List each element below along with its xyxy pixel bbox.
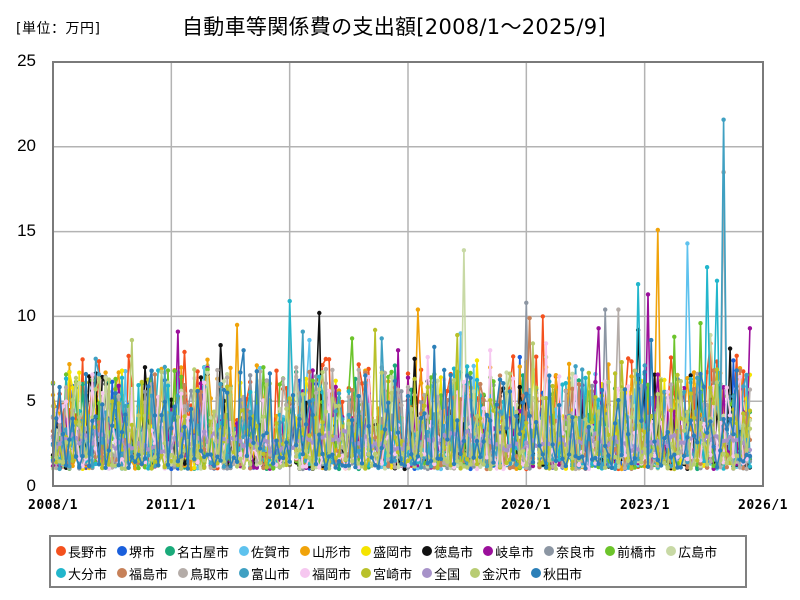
legend-label: 全国 [434,567,461,583]
legend-marker-icon [531,568,542,578]
legend-item: 大分市 [56,564,107,583]
legend-row-2: 大分市 福島市 鳥取市 富山市 福岡市 宮崎市 全国 金沢市 秋田市 [56,563,592,583]
legend-item: 岐阜市 [483,542,534,561]
legend-marker-icon [300,568,311,578]
legend-label: 長野市 [68,545,108,561]
legend-marker-icon [666,546,677,556]
y-tick-label: 15 [17,221,36,240]
x-tick-label: 2017/1 [383,498,433,513]
legend-marker-icon [165,546,176,556]
legend-label: 広島市 [678,545,718,561]
legend-item: 金沢市 [470,564,521,583]
chart-title: 自動車等関係費の支出額[2008/1～2025/9] [182,15,606,39]
x-tick-label: 2023/1 [620,498,670,513]
legend-label: 奈良市 [556,545,596,561]
legend-label: 大分市 [68,567,108,583]
legend-marker-icon [117,546,128,556]
legend-marker-icon [605,546,616,556]
legend: 長野市 堺市 名古屋市 佐賀市 山形市 盛岡市 徳島市 岐阜市 奈良市 前橋市 広島市 大分市 福島市… [49,535,747,588]
y-tick-label: 10 [17,306,36,325]
legend-label: 宮崎市 [373,567,413,583]
y-tick-label: 20 [17,136,36,155]
legend-marker-icon [56,546,66,556]
legend-marker-icon [300,546,311,556]
y-tick-label: 0 [26,476,36,495]
legend-label: 金沢市 [482,567,522,583]
legend-marker-icon [483,546,494,556]
legend-marker-icon [422,568,433,578]
legend-label: 佐賀市 [251,545,291,561]
legend-marker-icon [117,568,128,578]
legend-item: 秋田市 [531,564,582,583]
y-tick-label: 5 [26,391,36,410]
legend-label: 名古屋市 [177,545,230,561]
legend-label: 徳島市 [434,545,474,561]
data-series [50,117,753,472]
legend-item: 堺市 [117,542,155,561]
legend-label: 盛岡市 [373,545,413,561]
legend-marker-icon [361,546,372,556]
legend-item: 前橋市 [605,542,656,561]
legend-label: 秋田市 [543,567,583,583]
legend-item: 徳島市 [422,542,473,561]
legend-item: 鳥取市 [178,564,229,583]
x-tick-label: 2020/1 [501,498,551,513]
legend-marker-icon [239,568,250,578]
legend-marker-icon [239,546,250,556]
x-tick-label: 2014/1 [265,498,315,513]
legend-item: 富山市 [239,564,290,583]
series-markers [50,337,753,471]
legend-item: 宮崎市 [361,564,412,583]
legend-label: 山形市 [312,545,352,561]
legend-item: 広島市 [666,542,717,561]
legend-item: 長野市 [56,542,107,561]
legend-item: 山形市 [300,542,351,561]
legend-label: 鳥取市 [190,567,230,583]
legend-item: 盛岡市 [361,542,412,561]
legend-label: 堺市 [129,545,156,561]
legend-item: 名古屋市 [165,542,229,561]
legend-marker-icon [470,568,481,578]
legend-marker-icon [422,546,433,556]
legend-item: 佐賀市 [239,542,290,561]
legend-marker-icon [544,546,555,556]
legend-marker-icon [361,568,372,578]
y-tick-label: 25 [17,51,36,70]
legend-row-1: 長野市 堺市 名古屋市 佐賀市 山形市 盛岡市 徳島市 岐阜市 奈良市 前橋市 広島市 [56,541,727,561]
legend-label: 岐阜市 [495,545,535,561]
x-tick-label: 2026/1 [738,498,788,513]
legend-label: 前橋市 [617,545,657,561]
legend-item: 福島市 [117,564,168,583]
plot-frame [52,61,764,487]
legend-label: 福岡市 [312,567,352,583]
legend-label: 富山市 [251,567,291,583]
legend-marker-icon [178,568,189,578]
x-tick-label: 2011/1 [146,498,196,513]
legend-marker-icon [56,568,66,578]
legend-item: 福岡市 [300,564,351,583]
legend-label: 福島市 [129,567,169,583]
legend-item: 奈良市 [544,542,595,561]
legend-item: 全国 [422,564,460,583]
x-tick-label: 2008/1 [28,498,78,513]
unit-label: [単位：万円] [16,21,101,37]
